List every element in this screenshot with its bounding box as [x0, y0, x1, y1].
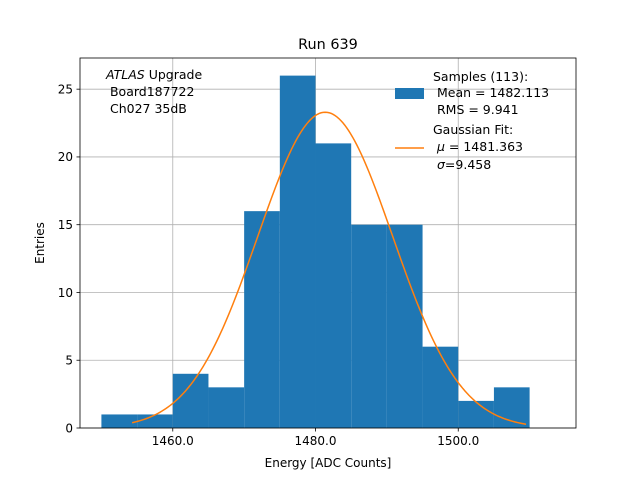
- x-tick-label: 1500.0: [437, 434, 479, 448]
- legend-fit-title: Gaussian Fit:: [433, 122, 513, 137]
- y-tick-label: 0: [65, 421, 73, 435]
- sigma-value: =9.458: [445, 157, 491, 172]
- histogram-bar: [315, 143, 352, 428]
- mu-symbol: μ: [436, 139, 445, 154]
- histogram-bar: [422, 346, 459, 428]
- histogram-bar: [386, 224, 423, 428]
- histogram-bar: [172, 373, 209, 428]
- x-tick-label: 1460.0: [152, 434, 194, 448]
- annotation-board: Board187722: [106, 84, 194, 99]
- sigma-symbol: σ: [437, 157, 446, 172]
- legend-fit-mu: μ = 1481.363: [433, 139, 523, 154]
- histogram-bar: [493, 387, 530, 428]
- legend-samples-title: Samples (113):: [433, 69, 528, 84]
- histogram-bar: [101, 414, 138, 428]
- histogram-bar: [458, 400, 494, 428]
- histogram-bar: [351, 224, 387, 428]
- fit-curve-path: [131, 111, 527, 425]
- annotation-channel: Ch027 35dB: [106, 101, 187, 116]
- legend-samples-swatch: [395, 88, 424, 99]
- legend-fit-sigma: σ=9.458: [433, 157, 491, 172]
- y-tick-label: 5: [65, 354, 73, 368]
- legend: Samples (113): Mean = 1482.113 RMS = 9.9…: [395, 69, 549, 172]
- y-tick-label: 10: [58, 286, 73, 300]
- histogram-bar: [208, 387, 245, 428]
- upgrade-label: Upgrade: [145, 67, 203, 82]
- run-annotation: ATLAS Upgrade Board187722 Ch027 35dB: [105, 67, 202, 116]
- histogram-bar: [244, 211, 280, 428]
- histogram-bar: [279, 75, 316, 428]
- histogram-bar: [137, 414, 173, 428]
- atlas-label: ATLAS: [105, 67, 145, 82]
- annotation-line-1: ATLAS Upgrade: [105, 67, 202, 82]
- chart-title: Run 639: [298, 37, 358, 53]
- gaussian-fit-curve: [131, 111, 527, 425]
- histogram-bars: [101, 75, 530, 428]
- y-tick-label: 20: [58, 150, 73, 164]
- x-tick-label: 1480.0: [295, 434, 337, 448]
- legend-samples-mean: Mean = 1482.113: [433, 85, 549, 100]
- y-tick-label: 25: [58, 82, 73, 96]
- y-tick-label: 15: [58, 218, 73, 232]
- y-axis-label: Entries: [33, 222, 47, 264]
- legend-samples-rms: RMS = 9.941: [433, 102, 519, 117]
- x-axis-label: Energy [ADC Counts]: [265, 456, 392, 470]
- axis-ticks: 1460.0 1480.0 1500.0 0 5 10 15 20 25: [58, 82, 480, 448]
- plot-frame: [79, 57, 577, 429]
- mu-value: = 1481.363: [445, 139, 523, 154]
